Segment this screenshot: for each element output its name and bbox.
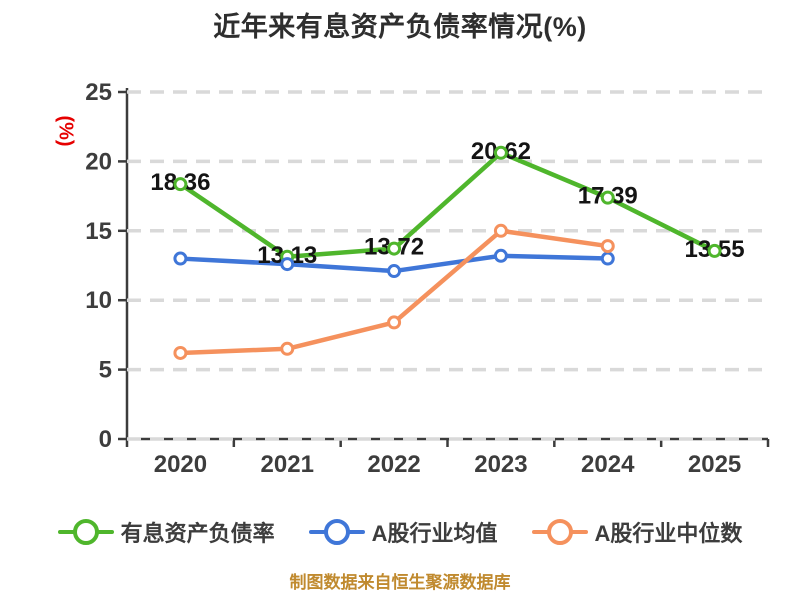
legend-circle xyxy=(323,519,350,545)
data-point xyxy=(173,251,188,266)
data-point xyxy=(387,315,402,330)
legend-marker-icon xyxy=(308,517,365,547)
data-point xyxy=(387,264,402,279)
chart-title: 近年来有息资产负债率情况(%) xyxy=(213,12,587,42)
data-point xyxy=(707,243,722,258)
legend-item-0[interactable]: 有息资产负债率 xyxy=(57,516,275,548)
data-point xyxy=(173,177,188,192)
legend-item-2[interactable]: A股行业中位数 xyxy=(531,516,743,548)
legend-item-1[interactable]: A股行业均值 xyxy=(308,516,498,548)
legend-circle xyxy=(546,519,573,545)
x-tick-label: 2024 xyxy=(581,451,635,478)
legend-circle xyxy=(72,519,99,545)
legend: 有息资产负债率 A股行业均值 A股行业中位数 xyxy=(0,516,800,548)
x-tick-label: 2025 xyxy=(688,451,741,478)
y-tick-label: 10 xyxy=(85,287,112,314)
data-point xyxy=(600,239,615,254)
data-point xyxy=(280,341,295,356)
series-line-0 xyxy=(178,150,717,260)
x-tick-label: 2023 xyxy=(474,451,527,478)
legend-marker-icon xyxy=(57,517,114,547)
legend-label: A股行业均值 xyxy=(371,521,498,546)
data-point xyxy=(493,248,508,263)
data-point xyxy=(493,145,508,160)
y-tick-label: 20 xyxy=(85,148,112,175)
data-point xyxy=(280,257,295,272)
legend-label: 有息资产负债率 xyxy=(120,521,275,546)
x-tick-label: 2022 xyxy=(367,451,420,478)
data-point xyxy=(493,223,508,238)
y-tick-label: 25 xyxy=(85,79,112,106)
data-point xyxy=(387,241,402,256)
y-tick-label: 0 xyxy=(99,426,112,453)
legend-label: A股行业中位数 xyxy=(594,521,743,546)
legend-marker-icon xyxy=(531,517,588,547)
x-tick-label: 2020 xyxy=(154,451,207,478)
data-point xyxy=(600,251,615,266)
y-tick-label: 15 xyxy=(85,218,112,245)
x-tick-label: 2021 xyxy=(261,451,314,478)
data-point xyxy=(173,345,188,360)
data-source-note: 制图数据来自恒生聚源数据库 xyxy=(289,573,511,592)
y-tick-label: 5 xyxy=(99,357,112,384)
data-point xyxy=(600,190,615,205)
